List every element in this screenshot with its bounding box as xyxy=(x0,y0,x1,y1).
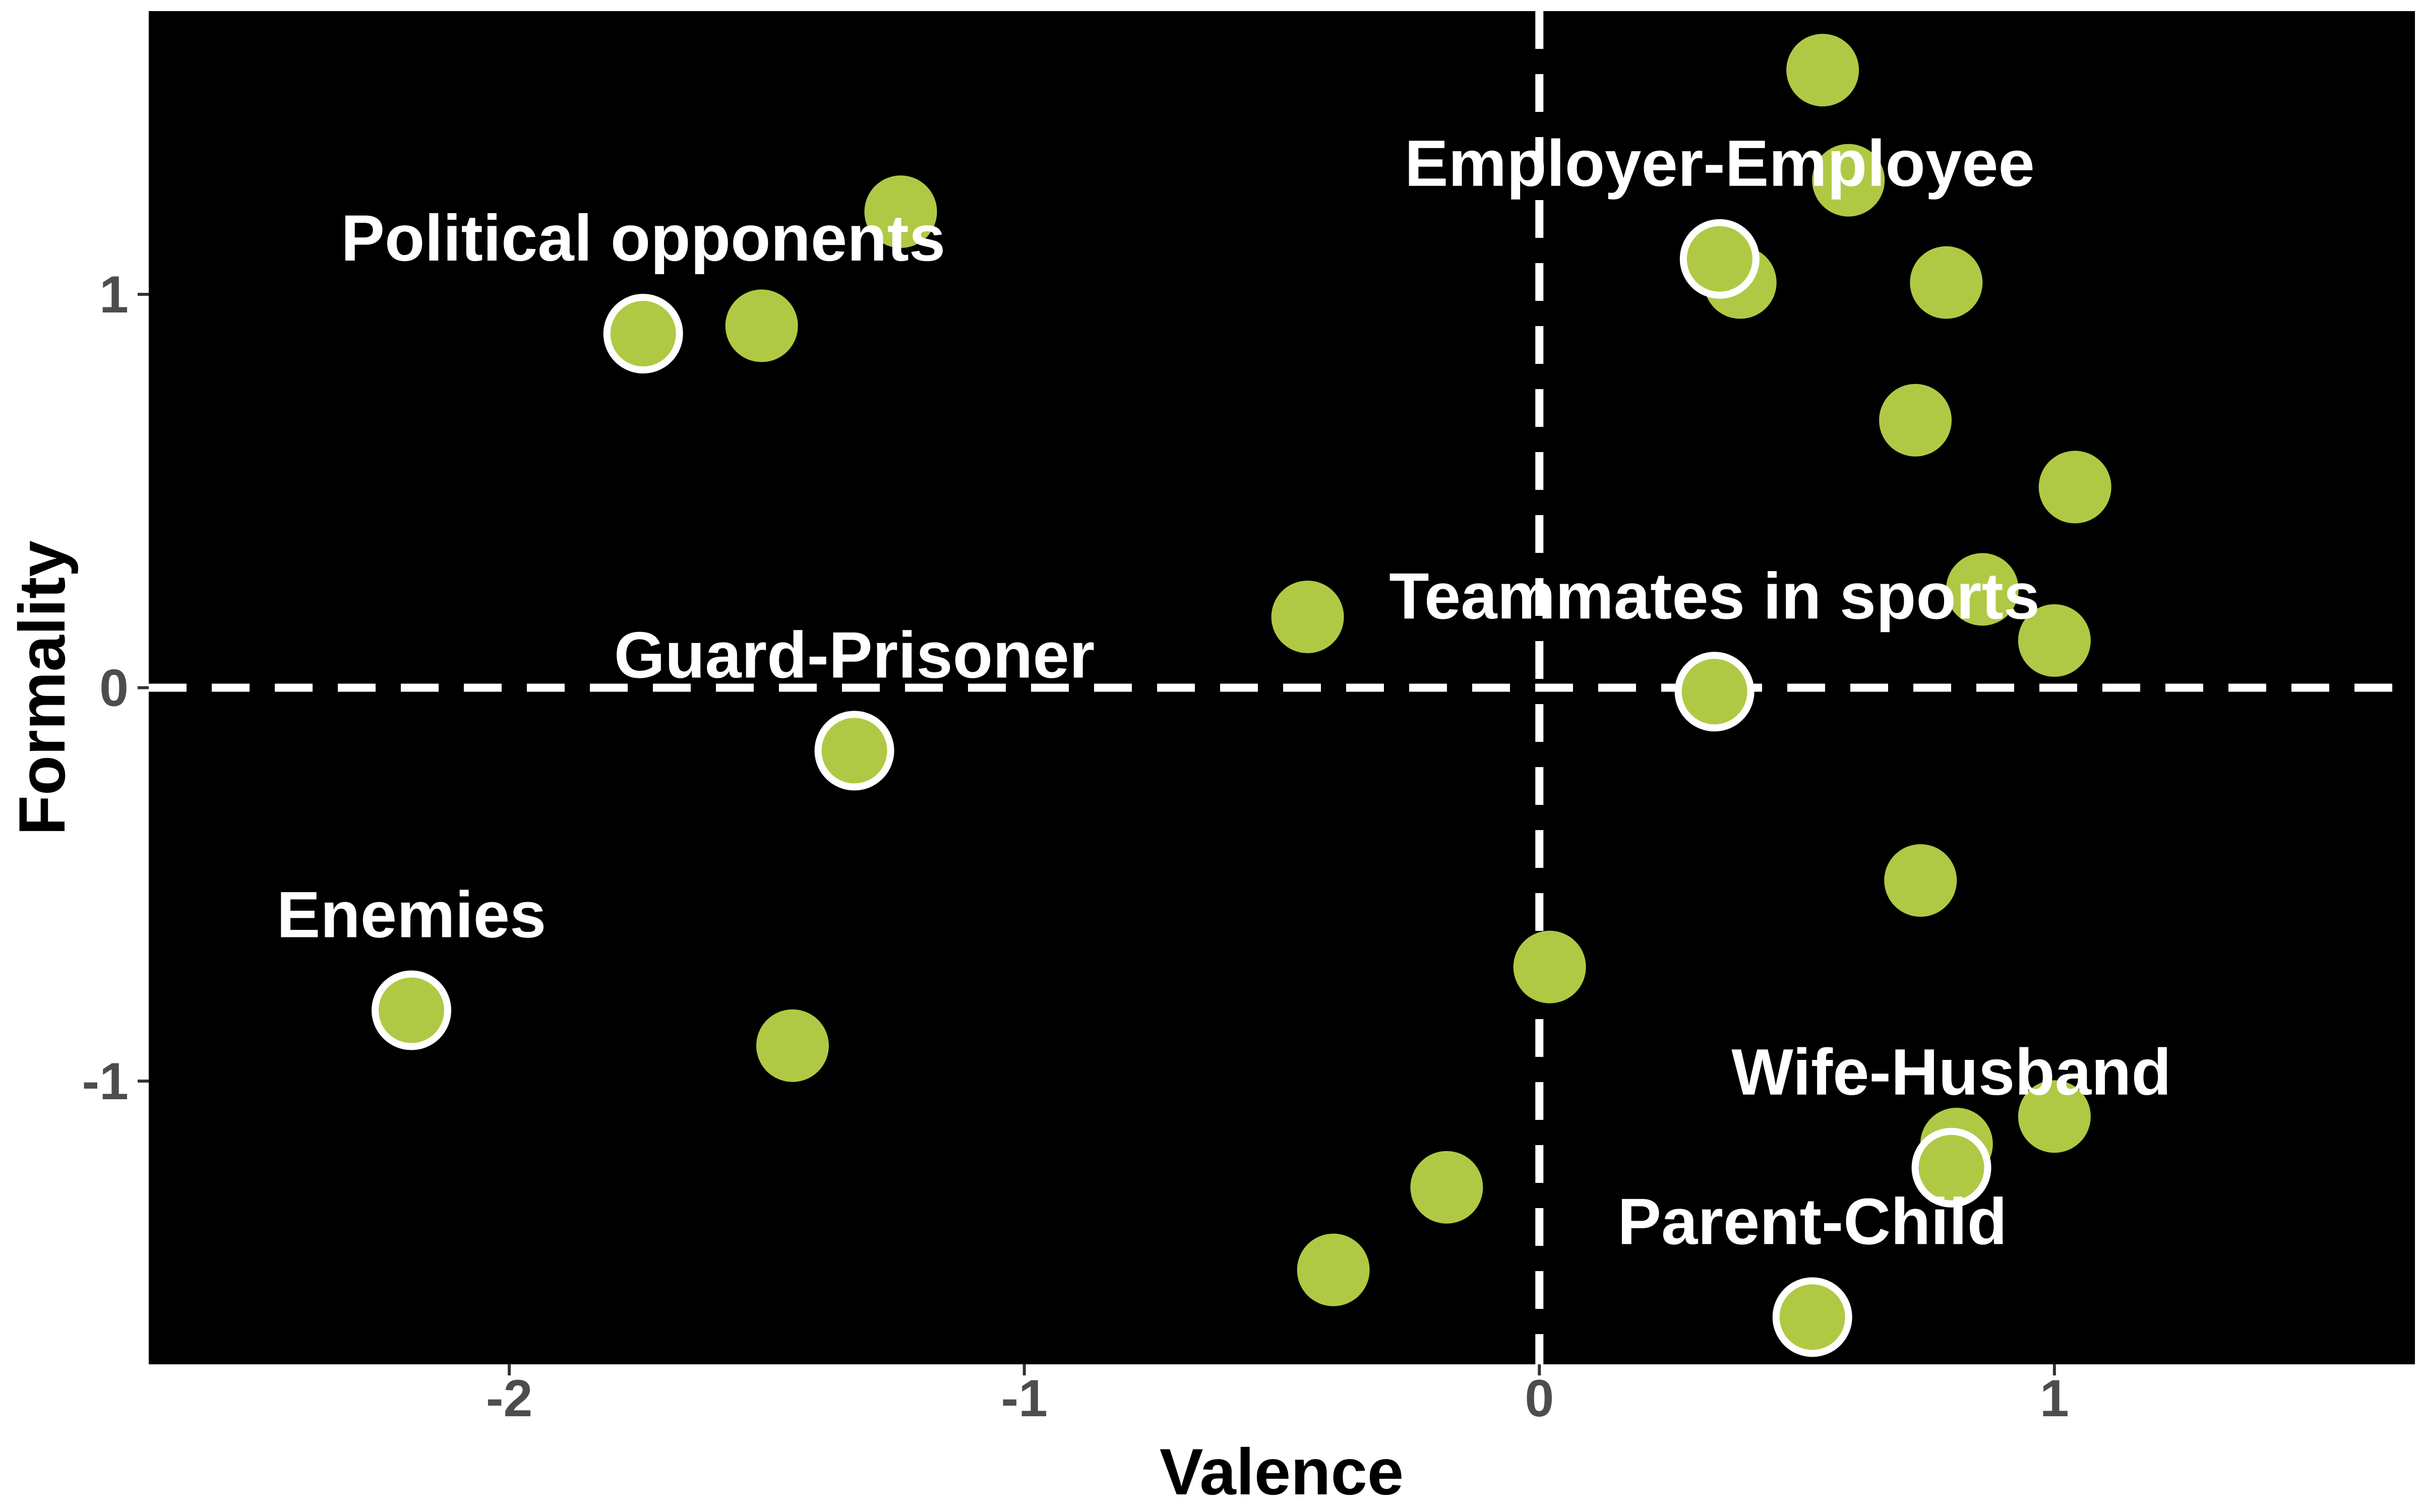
highlighted-point xyxy=(603,294,683,374)
highlighted-point xyxy=(1772,1277,1852,1357)
x-axis: -2 -1 0 1 xyxy=(486,1364,2069,1428)
point-label: Wife-Husband xyxy=(1731,1035,2171,1109)
points-layer xyxy=(725,34,2111,1306)
highlighted-point xyxy=(372,970,452,1050)
highlighted-points-layer xyxy=(372,219,1991,1357)
x-tick-label: 1 xyxy=(2040,1369,2069,1428)
data-point xyxy=(2018,604,2091,677)
point-label: Guard-Prisoner xyxy=(614,618,1095,691)
point-label: Teammates in sports xyxy=(1389,559,2040,633)
point-label: Parent-Child xyxy=(1617,1184,2007,1258)
data-point xyxy=(1946,553,2019,626)
point-labels-layer: Political opponents Employer-Employee Team… xyxy=(277,127,2171,1258)
data-point xyxy=(2018,1080,2091,1153)
data-point xyxy=(1271,581,1344,654)
x-axis-title: Valence xyxy=(1160,1435,1404,1508)
y-axis: -1 0 1 xyxy=(82,266,149,1111)
data-point xyxy=(1910,246,1983,319)
data-point xyxy=(1884,844,1957,917)
data-point xyxy=(2038,451,2111,524)
data-point xyxy=(756,1009,829,1082)
highlighted-point xyxy=(1674,652,1754,732)
reference-lines xyxy=(149,11,2415,1364)
y-tick-label: -1 xyxy=(82,1052,129,1111)
x-tick-label: -1 xyxy=(1001,1369,1047,1428)
data-point xyxy=(1513,930,1586,1003)
data-point xyxy=(1297,1233,1370,1306)
y-axis-title: Formality xyxy=(5,540,79,835)
highlighted-point xyxy=(1911,1127,1991,1208)
point-label: Political opponents xyxy=(341,201,945,275)
highlighted-point xyxy=(814,711,894,791)
y-tick-label: 0 xyxy=(99,659,129,718)
point-label: Enemies xyxy=(277,878,547,952)
x-tick-label: 0 xyxy=(1525,1369,1554,1428)
y-tick-label: 1 xyxy=(99,266,129,324)
point-label: Employer-Employee xyxy=(1405,127,2035,200)
data-point xyxy=(1879,384,1952,457)
data-point xyxy=(725,289,798,362)
highlighted-point xyxy=(1679,219,1760,299)
data-point xyxy=(1812,144,1885,217)
data-point xyxy=(1786,34,1859,107)
data-point xyxy=(1410,1151,1483,1224)
data-point xyxy=(864,175,937,248)
x-tick-label: -2 xyxy=(486,1369,532,1428)
